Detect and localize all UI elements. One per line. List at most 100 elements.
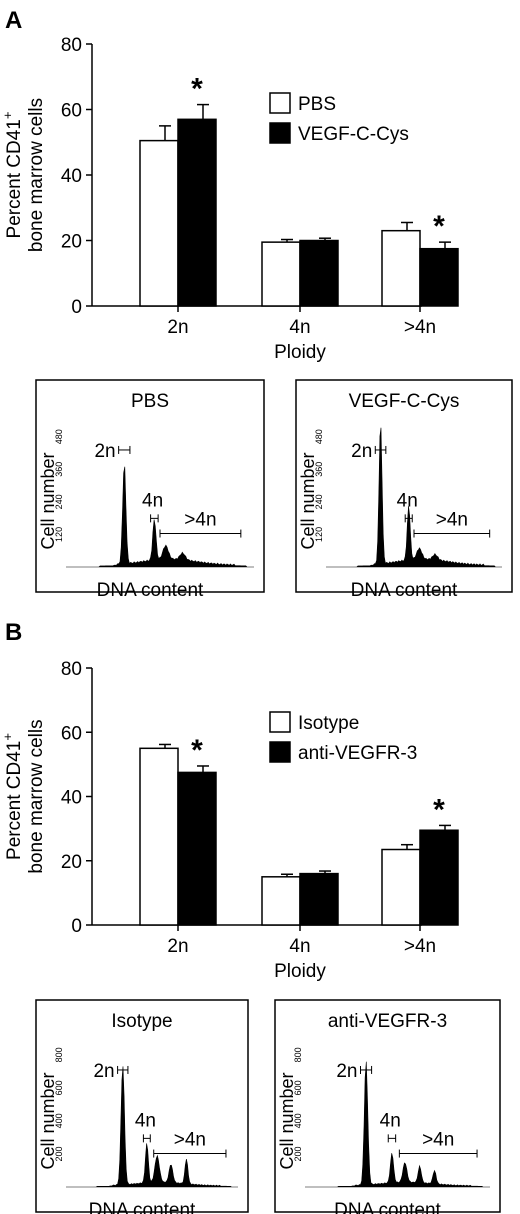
- histogram-x-label: DNA content: [89, 1200, 196, 1214]
- y-tick-label: 40: [61, 166, 82, 187]
- legend-label: anti-VEGFR-3: [298, 743, 417, 764]
- significance-mark: *: [191, 73, 203, 106]
- histogram-y-label: Cell number: [277, 1072, 297, 1169]
- significance-mark: *: [433, 793, 445, 826]
- histogram-y-tick: 360: [54, 462, 64, 477]
- legend-swatch: [269, 92, 291, 114]
- legend-swatch: [269, 711, 291, 733]
- bar: [139, 747, 179, 926]
- y-axis-label-line1: Percent CD41: [4, 119, 25, 238]
- histogram-x-label: DNA content: [97, 580, 204, 601]
- y-axis-label-line1: Percent CD41: [4, 741, 25, 860]
- x-tick-label: >4n: [404, 317, 436, 338]
- panel-label: B: [5, 619, 22, 646]
- y-axis-label-line2: bone marrow cells: [26, 719, 47, 873]
- x-axis-label: Ploidy: [274, 961, 326, 982]
- bar: [177, 118, 217, 307]
- histogram-title: VEGF-C-Cys: [349, 391, 460, 412]
- histogram-frame: [35, 379, 265, 593]
- legend-swatch: [269, 122, 291, 144]
- histogram-y-tick: 800: [293, 1047, 303, 1062]
- y-axis-label: Percent CD41+: [0, 733, 25, 860]
- histogram-distribution: [66, 466, 254, 568]
- histogram-y-tick: 240: [314, 494, 324, 509]
- histogram-y-tick: 120: [54, 527, 64, 542]
- legend-label: VEGF-C-Cys: [298, 124, 409, 145]
- y-tick-label: 40: [61, 788, 82, 809]
- bar: [419, 247, 459, 307]
- gate-label: >4n: [436, 510, 468, 531]
- y-tick-label: 0: [71, 916, 82, 937]
- y-tick-label: 80: [61, 659, 82, 680]
- histogram-y-tick: 400: [54, 1113, 64, 1128]
- panel-label: A: [5, 7, 22, 34]
- histogram-y-tick: 600: [293, 1080, 303, 1095]
- gate-label: 2n: [93, 1061, 114, 1082]
- gate-label: >4n: [422, 1130, 454, 1151]
- legend-label: PBS: [298, 94, 336, 115]
- y-tick-label: 20: [61, 852, 82, 873]
- gate-label: >4n: [174, 1130, 206, 1151]
- x-tick-label: 2n: [167, 936, 188, 957]
- gate-label: 2n: [336, 1061, 357, 1082]
- bar: [299, 239, 339, 307]
- histogram-distribution: [326, 427, 502, 568]
- y-axis-label: Percent CD41+: [0, 112, 25, 239]
- y-tick-label: 0: [71, 297, 82, 318]
- histogram-y-tick: 360: [314, 462, 324, 477]
- histogram-frame: [274, 999, 501, 1213]
- histogram-title: Isotype: [111, 1011, 172, 1032]
- gate-label: 4n: [135, 1110, 156, 1131]
- x-tick-label: 2n: [167, 317, 188, 338]
- gate-label: 2n: [351, 441, 372, 462]
- histogram-y-tick: 600: [54, 1080, 64, 1095]
- bar: [139, 139, 179, 307]
- x-axis-label: Ploidy: [274, 342, 326, 363]
- histogram-y-label: Cell number: [38, 452, 58, 549]
- histogram-frame: [35, 999, 249, 1213]
- histogram-y-tick: 200: [293, 1146, 303, 1161]
- gate-label: >4n: [184, 510, 216, 531]
- histogram-distribution: [66, 1066, 238, 1188]
- gate-label: 4n: [380, 1110, 401, 1131]
- y-tick-label: 60: [61, 723, 82, 744]
- histogram-title: PBS: [131, 391, 169, 412]
- bar: [381, 848, 421, 926]
- bar: [261, 876, 301, 926]
- histogram-y-tick: 120: [314, 527, 324, 542]
- bar: [299, 872, 339, 926]
- histogram-x-label: DNA content: [351, 580, 458, 601]
- y-axis-label-superscript: +: [0, 733, 15, 741]
- histogram-y-label: Cell number: [38, 1072, 58, 1169]
- significance-mark: *: [433, 210, 445, 243]
- bar: [419, 829, 459, 926]
- histogram-title: anti-VEGFR-3: [328, 1011, 447, 1032]
- gate-label: 4n: [142, 490, 163, 511]
- histogram-y-tick: 200: [54, 1146, 64, 1161]
- histogram-y-tick: 400: [293, 1113, 303, 1128]
- bar: [261, 241, 301, 307]
- y-tick-label: 20: [61, 232, 82, 253]
- histogram-y-tick: 480: [314, 429, 324, 444]
- legend-label: Isotype: [298, 713, 359, 734]
- x-tick-label: 4n: [289, 936, 310, 957]
- histogram-distribution: [305, 1061, 490, 1188]
- histogram-y-tick: 800: [54, 1047, 64, 1062]
- significance-mark: *: [191, 734, 203, 767]
- histogram-y-tick: 480: [54, 429, 64, 444]
- x-tick-label: >4n: [404, 936, 436, 957]
- y-axis-label-line2: bone marrow cells: [26, 98, 47, 252]
- histogram-y-tick: 240: [54, 494, 64, 509]
- y-tick-label: 60: [61, 101, 82, 122]
- bar: [177, 771, 217, 926]
- x-tick-label: 4n: [289, 317, 310, 338]
- histogram-y-label: Cell number: [298, 452, 318, 549]
- gate-label: 2n: [94, 441, 115, 462]
